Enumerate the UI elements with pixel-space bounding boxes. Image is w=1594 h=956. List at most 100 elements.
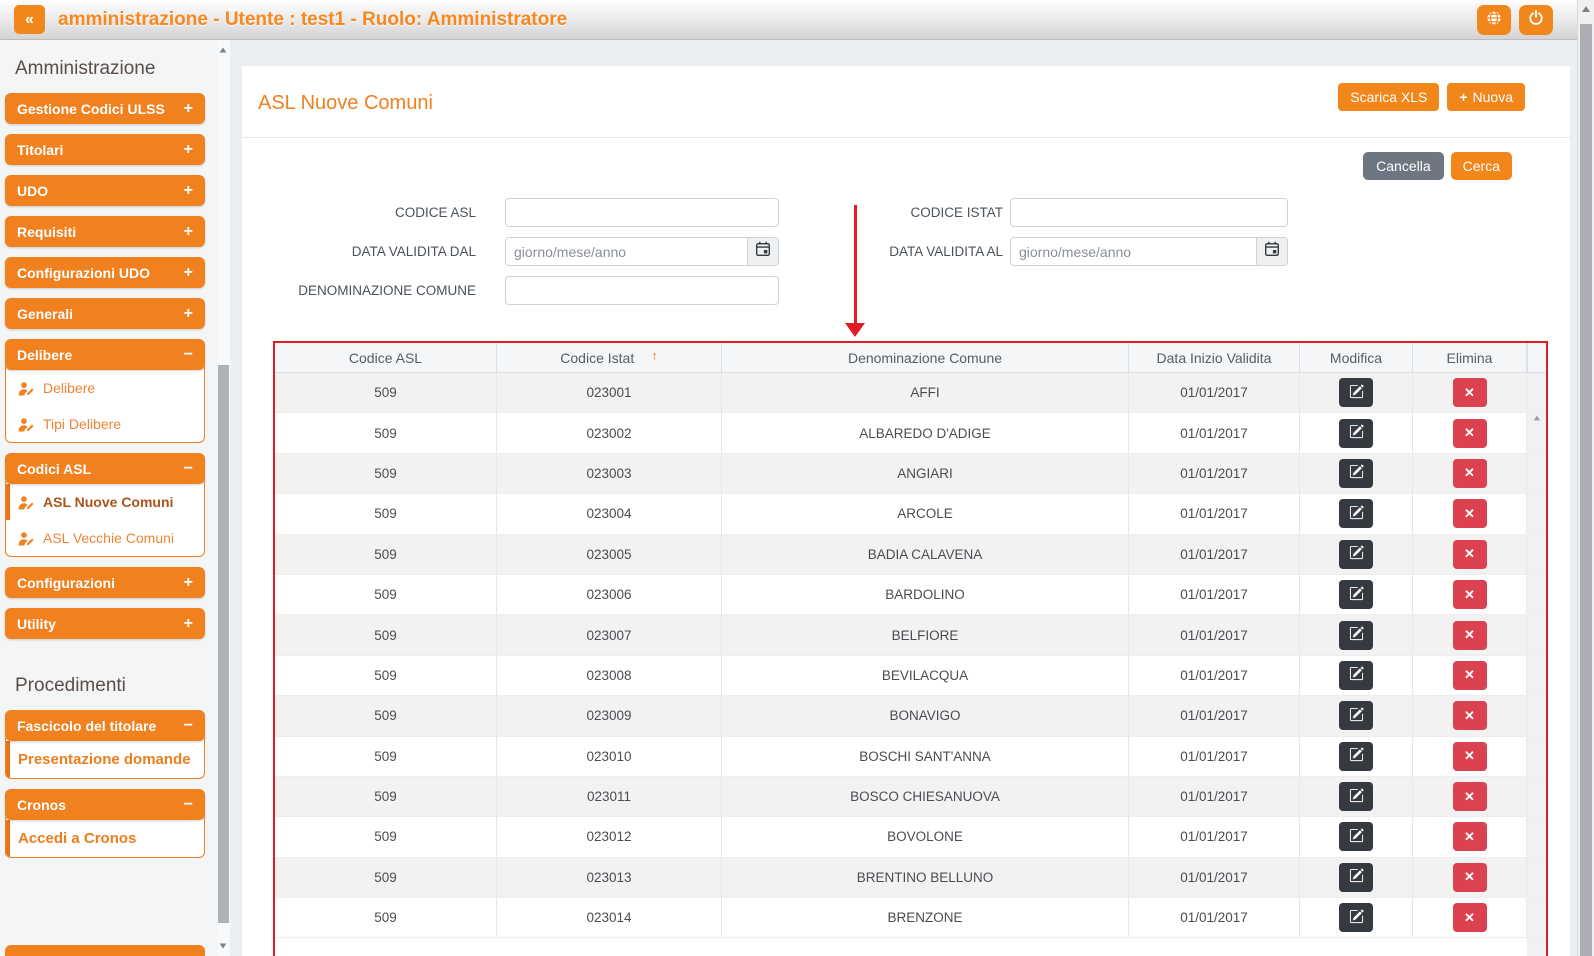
- edit-button[interactable]: [1339, 822, 1373, 852]
- sidebar-group-header[interactable]: Generali +: [5, 298, 205, 329]
- delete-button[interactable]: ✕: [1452, 378, 1487, 408]
- table-scrollbar-track[interactable]: [1527, 574, 1546, 615]
- column-header[interactable]: Elimina: [1413, 343, 1527, 372]
- table-scrollbar-track[interactable]: [1527, 413, 1546, 453]
- delete-button[interactable]: ✕: [1452, 499, 1487, 529]
- delete-button[interactable]: ✕: [1452, 539, 1487, 569]
- delete-button[interactable]: ✕: [1452, 620, 1487, 650]
- edit-button[interactable]: [1339, 903, 1373, 933]
- sidebar-group-label: Codici ASL: [17, 460, 92, 477]
- sidebar-item[interactable]: ASL Nuove Comuni: [6, 484, 204, 520]
- sidebar-item[interactable]: ASL Vecchie Comuni: [6, 520, 204, 556]
- language-globe-button[interactable]: [1477, 4, 1511, 35]
- table-scrollbar-track[interactable]: [1527, 898, 1546, 938]
- sidebar-group-header[interactable]: Gestione Codici ULSS +: [5, 93, 205, 124]
- table-scrollbar-track[interactable]: [1527, 373, 1546, 413]
- denominazione-comune-input[interactable]: [505, 276, 779, 305]
- edit-button[interactable]: [1339, 499, 1373, 529]
- sidebar-group-header[interactable]: Titolari +: [5, 134, 205, 165]
- table-cell-modifica: [1300, 453, 1413, 494]
- sidebar-group-header[interactable]: Configurazioni +: [5, 567, 205, 598]
- datepicker-button[interactable]: [1256, 238, 1287, 265]
- table-cell-modifica: [1300, 857, 1413, 898]
- sidebar-collapse-button[interactable]: «: [14, 5, 45, 34]
- column-header[interactable]: Codice ASL: [275, 343, 497, 372]
- sidebar-scrollbar-thumb[interactable]: [218, 365, 229, 923]
- delete-button[interactable]: ✕: [1452, 822, 1487, 852]
- sidebar-item[interactable]: Presentazione domande: [6, 741, 204, 778]
- delete-button[interactable]: ✕: [1452, 660, 1487, 690]
- edit-button[interactable]: [1339, 701, 1373, 731]
- cell-value: 023012: [586, 829, 632, 845]
- window-scrollbar[interactable]: [1577, 0, 1594, 956]
- table-scrollbar-track[interactable]: [1527, 696, 1546, 736]
- delete-button[interactable]: ✕: [1452, 458, 1487, 488]
- search-button[interactable]: Cerca: [1450, 152, 1512, 180]
- sidebar-group-header[interactable]: Configurazioni UDO +: [5, 257, 205, 288]
- codice-asl-input[interactable]: [505, 198, 779, 227]
- column-header[interactable]: Codice Istat ↑: [497, 343, 722, 372]
- edit-button[interactable]: [1339, 539, 1373, 569]
- table-scroll-up-arrow[interactable]: [1533, 415, 1541, 421]
- edit-button[interactable]: [1339, 458, 1373, 488]
- table-scrollbar-track[interactable]: [1527, 453, 1546, 494]
- column-header[interactable]: Modifica: [1300, 343, 1413, 372]
- delete-button[interactable]: ✕: [1452, 701, 1487, 731]
- delete-button[interactable]: ✕: [1452, 903, 1487, 933]
- edit-button[interactable]: [1339, 862, 1373, 892]
- new-record-label: Nuova: [1472, 89, 1513, 105]
- cell-value: 509: [374, 869, 397, 885]
- edit-button[interactable]: [1339, 378, 1373, 408]
- table-scrollbar-track[interactable]: [1527, 736, 1546, 776]
- table-cell-modifica: [1300, 655, 1413, 696]
- edit-button[interactable]: [1339, 741, 1373, 771]
- sidebar-item[interactable]: Tipi Delibere: [6, 406, 204, 442]
- edit-button[interactable]: [1339, 418, 1373, 448]
- sidebar-group-header[interactable]: Requisiti +: [5, 216, 205, 247]
- delete-button[interactable]: ✕: [1452, 782, 1487, 812]
- table-scrollbar-track[interactable]: [1527, 776, 1546, 817]
- edit-button[interactable]: [1339, 660, 1373, 690]
- scroll-up-arrow[interactable]: [219, 47, 227, 53]
- table-scrollbar-track[interactable]: [1527, 534, 1546, 574]
- sidebar-group-header[interactable]: Fascicolo del titolare −: [5, 710, 205, 741]
- new-record-button[interactable]: + Nuova: [1446, 82, 1526, 112]
- data-validita-dal-input[interactable]: [506, 238, 747, 265]
- column-header[interactable]: Denominazione Comune: [722, 343, 1129, 372]
- data-validita-al-input[interactable]: [1011, 238, 1256, 265]
- sidebar-group-header[interactable]: Codici ASL −: [5, 453, 205, 484]
- close-x-icon: ✕: [1464, 586, 1475, 602]
- edit-button[interactable]: [1339, 620, 1373, 650]
- table-scrollbar-track[interactable]: [1527, 615, 1546, 655]
- sidebar-group-header[interactable]: Delibere −: [5, 339, 205, 370]
- datepicker-button[interactable]: [747, 238, 778, 265]
- delete-button[interactable]: ✕: [1452, 580, 1487, 610]
- logout-power-button[interactable]: [1519, 4, 1553, 35]
- scroll-up-arrow[interactable]: [1582, 6, 1590, 12]
- cell-value: 01/01/2017: [1180, 748, 1248, 764]
- sidebar-group-partial[interactable]: [5, 945, 205, 956]
- delete-button[interactable]: ✕: [1452, 418, 1487, 448]
- table-scrollbar-track[interactable]: [1527, 494, 1546, 534]
- sidebar-item[interactable]: Accedi a Cronos: [6, 820, 204, 857]
- sidebar-group-header[interactable]: Cronos −: [5, 789, 205, 820]
- sidebar-group-header[interactable]: Utility +: [5, 608, 205, 639]
- delete-button[interactable]: ✕: [1452, 862, 1487, 892]
- sidebar-item[interactable]: Delibere: [6, 370, 204, 406]
- pencil-square-icon: [1349, 868, 1364, 886]
- column-header[interactable]: Data Inizio Validita: [1129, 343, 1300, 372]
- edit-button[interactable]: [1339, 782, 1373, 812]
- scroll-down-arrow[interactable]: [219, 943, 227, 949]
- sort-asc-icon[interactable]: ↑: [651, 348, 658, 363]
- sidebar-scrollbar[interactable]: [217, 40, 230, 956]
- download-xls-button[interactable]: Scarica XLS: [1337, 82, 1441, 112]
- table-scrollbar-track[interactable]: [1527, 817, 1546, 857]
- table-scrollbar-track[interactable]: [1527, 857, 1546, 898]
- delete-button[interactable]: ✕: [1452, 741, 1487, 771]
- cancel-button[interactable]: Cancella: [1363, 152, 1444, 180]
- table-scrollbar-track[interactable]: [1527, 655, 1546, 696]
- edit-button[interactable]: [1339, 580, 1373, 610]
- window-scrollbar-thumb[interactable]: [1580, 24, 1592, 956]
- sidebar-group-header[interactable]: UDO +: [5, 175, 205, 206]
- codice-istat-input[interactable]: [1010, 198, 1288, 227]
